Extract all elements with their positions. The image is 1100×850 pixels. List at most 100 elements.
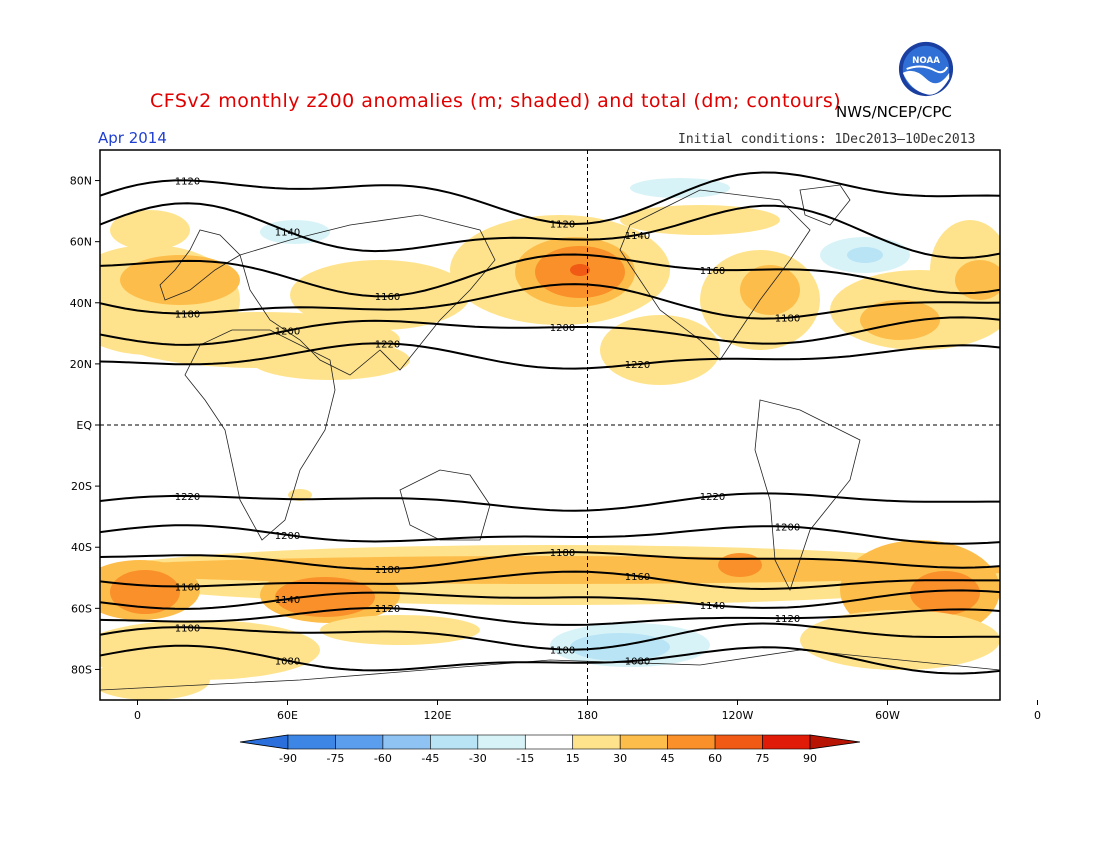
- colorbar-tick-label: 15: [566, 752, 580, 765]
- anomaly-shading: [860, 300, 940, 340]
- colorbar-tick-label: -45: [421, 752, 439, 765]
- height-contour: [100, 253, 1000, 298]
- colorbar-tick-label: 75: [756, 752, 770, 765]
- lon-tick-label: 120E: [424, 709, 452, 722]
- anomaly-shading: [110, 210, 190, 250]
- lat-tick-label: EQ: [76, 419, 92, 432]
- colorbar-tick-label: -60: [374, 752, 392, 765]
- height-contour: [100, 606, 1000, 626]
- height-contour: [100, 171, 1000, 226]
- contour-label: 1220: [375, 339, 400, 350]
- contour-label: 1180: [550, 548, 575, 559]
- agency-label: NWS/NCEP/CPC: [836, 103, 952, 121]
- anomaly-shading: [740, 265, 800, 315]
- contour-label: 1200: [775, 523, 800, 534]
- contour-label: 1140: [700, 601, 725, 612]
- colorbar-segment: [382, 734, 431, 750]
- lat-tick-label: 80S: [71, 663, 92, 676]
- height-contour: [100, 283, 1000, 320]
- colorbar-tick-label: -75: [326, 752, 344, 765]
- contour-label: 1120: [175, 176, 200, 187]
- anomaly-shading: [320, 615, 480, 645]
- height-contour: [100, 551, 1000, 571]
- coastline: [399, 469, 491, 541]
- colorbar-tick-label: -30: [469, 752, 487, 765]
- lat-tick-label: 20N: [70, 358, 92, 371]
- coastline: [239, 214, 496, 376]
- lon-tick-label: 120W: [722, 709, 754, 722]
- contour-label: 1200: [275, 327, 300, 338]
- contour-label: 1220: [700, 492, 725, 503]
- colorbar-segment: [430, 734, 479, 750]
- lat-tick-label: 60N: [70, 236, 92, 249]
- lat-tick-label: 20S: [71, 480, 92, 493]
- anomaly-shading: [620, 205, 780, 235]
- anomaly-shading: [955, 260, 1000, 300]
- height-contour: [100, 316, 1000, 346]
- colorbar-segment: [572, 734, 621, 750]
- colorbar-tick-label: -15: [516, 752, 534, 765]
- contour-label: 1180: [175, 309, 200, 320]
- coastline: [159, 229, 241, 301]
- colorbar-tick-label: 45: [661, 752, 675, 765]
- anomaly-shading: [570, 633, 670, 661]
- lat-tick-label: 60S: [71, 602, 92, 615]
- contour-label: 1160: [375, 292, 400, 303]
- height-contour: [100, 492, 1000, 512]
- initial-conditions: Initial conditions: 1Dec2013–10Dec2013: [678, 132, 976, 147]
- contour-label: 1100: [175, 623, 200, 634]
- lon-tick-label: 180: [577, 709, 598, 722]
- anomaly-shading: [290, 260, 470, 330]
- anomaly-shading: [570, 264, 590, 276]
- lon-tick-label: 0: [1034, 709, 1041, 722]
- svg-text:NOAA: NOAA: [912, 56, 940, 66]
- colorbar-segment: [287, 734, 336, 750]
- contour-label: 1220: [625, 360, 650, 371]
- colorbar-tick-label: 90: [803, 752, 817, 765]
- height-contour: [100, 644, 1000, 675]
- contour-label: 1080: [275, 657, 300, 668]
- contour-label: 1080: [625, 657, 650, 668]
- contour-label: 1120: [375, 604, 400, 615]
- lat-tick-label: 40N: [70, 297, 92, 310]
- contour-label: 1120: [550, 220, 575, 231]
- colorbar-segment: [762, 734, 811, 750]
- lon-tick-label: 60E: [277, 709, 298, 722]
- colorbar-segment: [524, 734, 574, 750]
- lon-tick-label: 0: [134, 709, 141, 722]
- contour-label: 1120: [775, 614, 800, 625]
- anomaly-shading: [288, 489, 312, 501]
- colorbar-segment: [714, 734, 763, 750]
- colorbar-tick-label: -90: [279, 752, 297, 765]
- contour-label: 1220: [175, 492, 200, 503]
- colorbar-arrow-right: [809, 734, 861, 750]
- contour-label: 1180: [775, 314, 800, 325]
- lat-tick-label: 80N: [70, 175, 92, 188]
- colorbar-segment: [667, 734, 716, 750]
- height-contour: [100, 202, 1000, 260]
- anomaly-shading: [910, 571, 980, 615]
- contour-label: 1160: [175, 582, 200, 593]
- contour-label: 1160: [700, 266, 725, 277]
- anomaly-shading: [120, 255, 240, 305]
- height-contour: [100, 570, 1000, 591]
- height-contour: [100, 342, 1000, 370]
- contour-label: 1200: [550, 323, 575, 334]
- anomaly-shading: [847, 247, 883, 263]
- height-contour: [100, 524, 1000, 545]
- colorbar-segment: [477, 734, 526, 750]
- colorbar-tick-label: 30: [613, 752, 627, 765]
- colorbar-arrow-left: [239, 734, 289, 750]
- colorbar-segment: [619, 734, 668, 750]
- height-contour: [100, 589, 1000, 610]
- colorbar-segment: [335, 734, 384, 750]
- lon-tick-label: 60W: [875, 709, 900, 722]
- colorbar-tick-label: 60: [708, 752, 722, 765]
- anomaly-shading: [260, 220, 330, 244]
- coastline: [799, 184, 851, 226]
- forecast-period: Apr 2014: [98, 129, 167, 147]
- coastline: [619, 189, 811, 361]
- contour-label: 1140: [275, 595, 300, 606]
